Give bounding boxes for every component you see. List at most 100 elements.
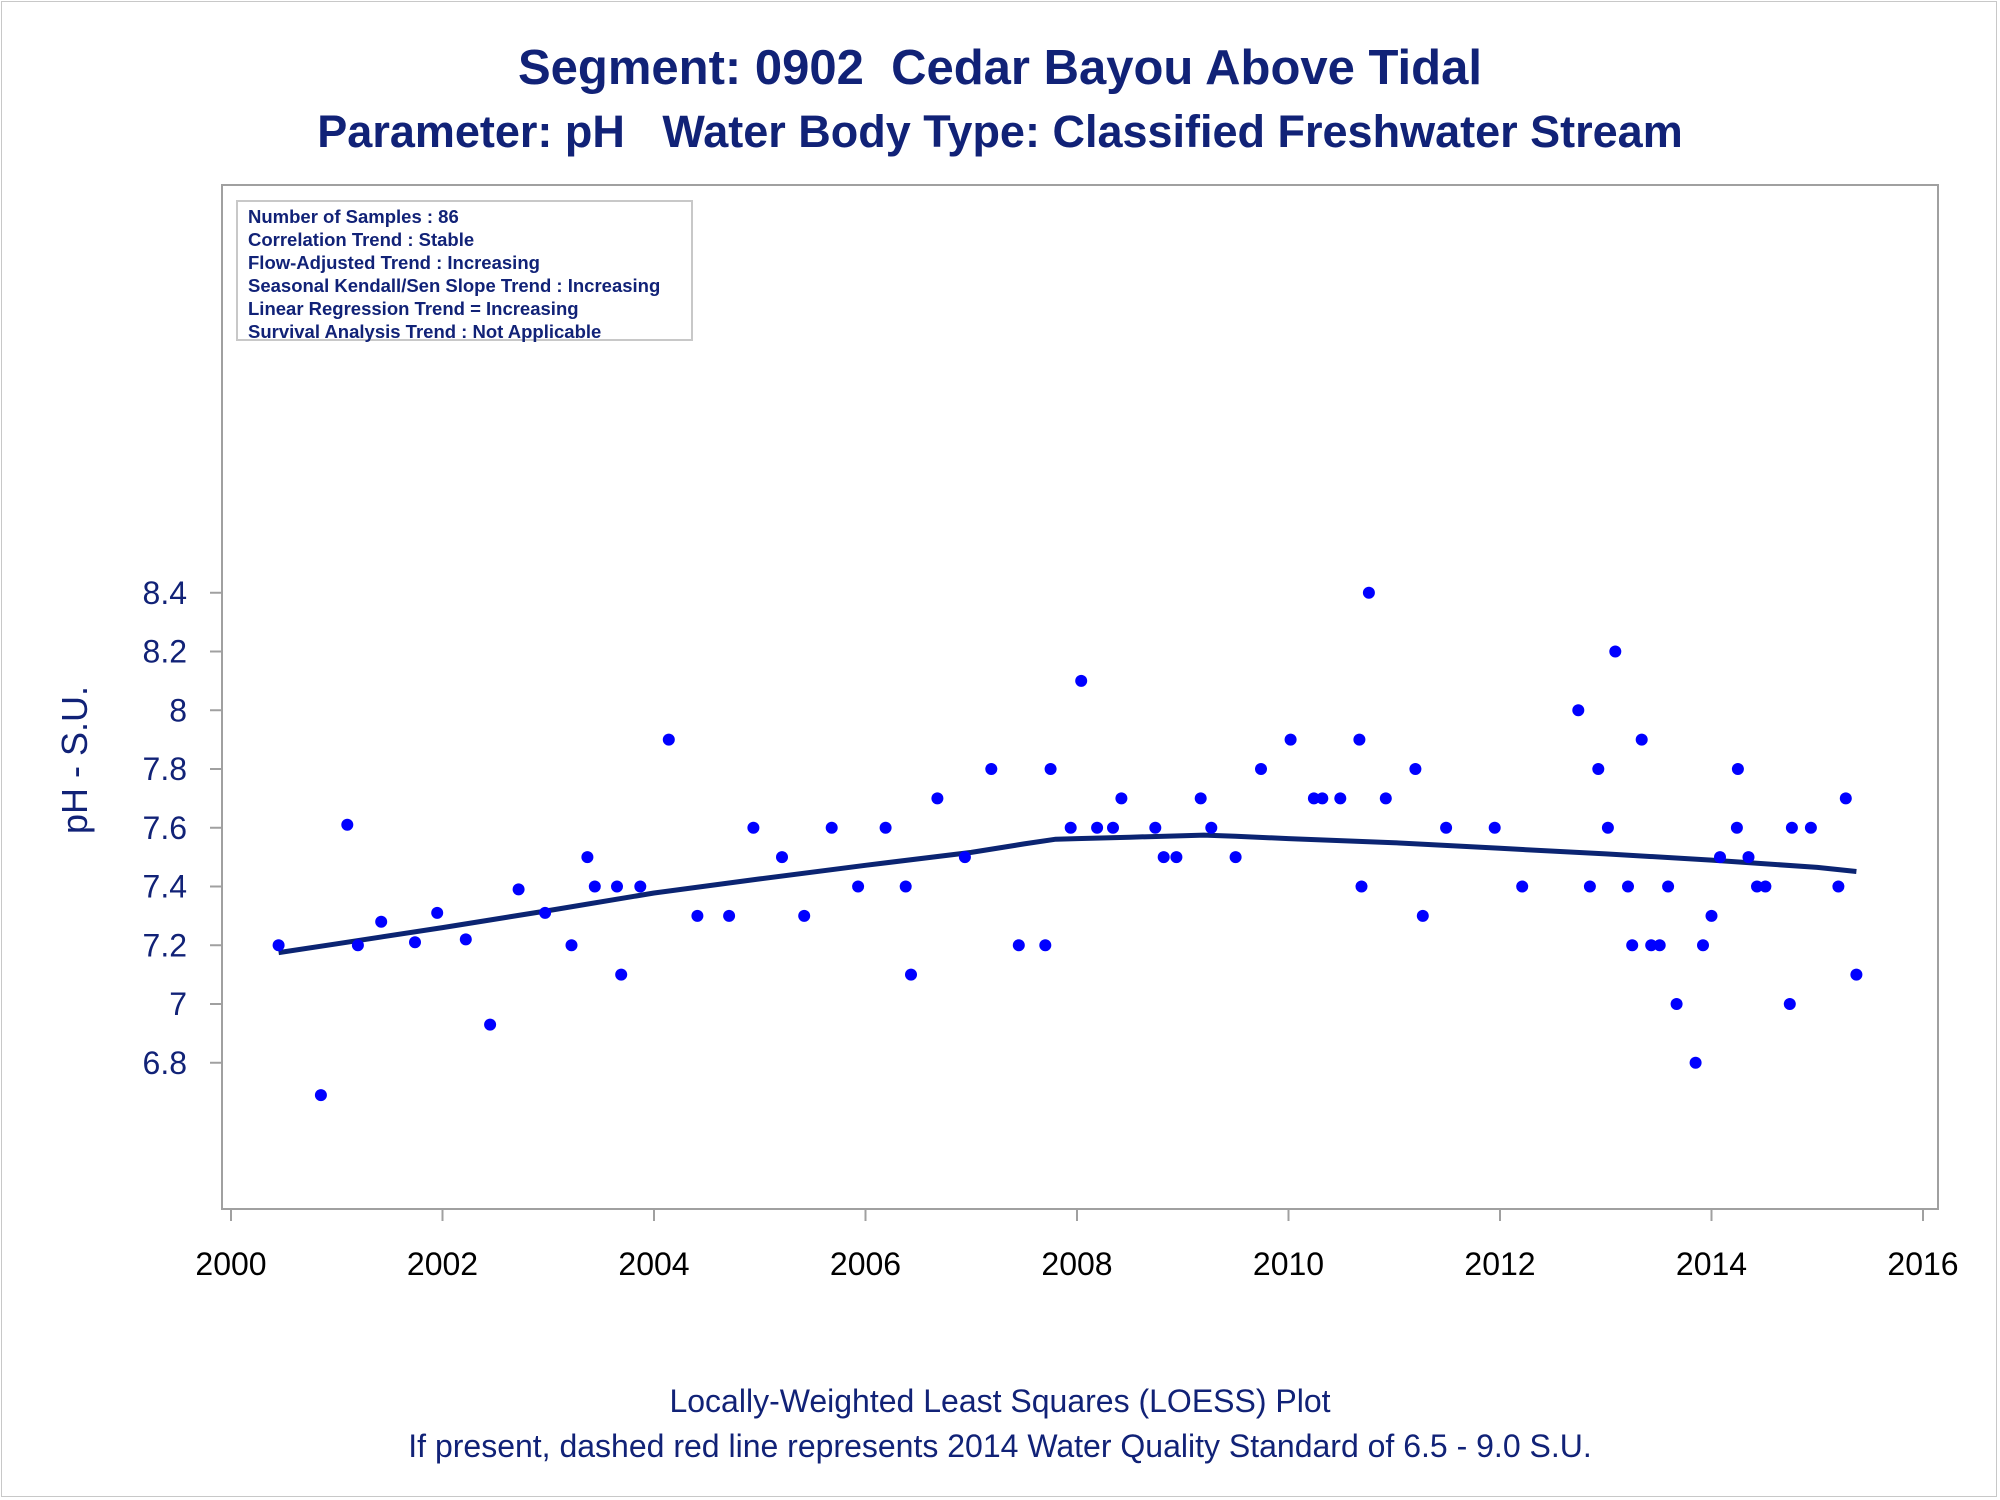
x-tick-label: 2004 [618,1246,689,1282]
data-point [1115,792,1128,805]
data-point [1714,851,1726,864]
data-point [611,880,623,893]
data-point [1440,821,1453,834]
data-point [1622,880,1634,893]
plot-area [221,184,1939,1210]
data-point [1583,880,1596,893]
data-point [1379,792,1392,805]
y-tick-label: 7.4 [143,869,187,905]
data-point [272,939,285,952]
data-point [691,909,704,922]
data-point [1091,821,1104,834]
data-point [1751,880,1763,893]
data-point [958,851,971,864]
data-point [1307,792,1320,805]
data-point [723,909,736,922]
y-tick-label: 8 [169,692,187,728]
footnote-standard: If present, dashed red line represents 2… [408,1428,1592,1464]
data-point [747,821,760,834]
data-point [341,818,354,831]
data-point [1353,733,1366,746]
data-point [1653,939,1666,952]
data-point [1832,880,1845,893]
data-point [1839,792,1852,805]
x-tick-label: 2008 [1041,1246,1112,1282]
data-point [1516,880,1529,893]
stat-sample-count: Number of Samples : 86 [248,206,459,227]
data-point [1592,763,1605,775]
data-point [1783,998,1796,1010]
x-tick-label: 2016 [1887,1246,1958,1282]
x-tick-label: 2010 [1253,1246,1324,1282]
y-tick-label: 7.8 [143,751,187,787]
y-tick-label: 7.6 [143,810,187,846]
data-point [484,1018,497,1031]
data-point [375,915,388,928]
data-point [1039,939,1052,952]
data-point [539,906,552,919]
stat-seasonal-kendall-trend: Seasonal Kendall/Sen Slope Trend : Incre… [248,275,661,296]
data-point [1334,792,1347,805]
data-point [1107,821,1119,834]
data-point [1759,880,1772,893]
data-point [512,883,525,896]
data-point [1316,792,1329,805]
y-axis: 6.8 7 7.2 7.4 7.6 7.8 8 8.2 8.4 [143,575,222,1081]
footnote-loess: Locally-Weighted Least Squares (LOESS) P… [669,1383,1331,1419]
data-point [1697,939,1709,952]
data-point [1362,586,1375,599]
data-point [1205,821,1218,834]
x-tick-label: 2014 [1676,1246,1747,1282]
data-point [581,851,594,864]
data-point [409,936,421,949]
y-tick-label: 6.8 [143,1045,187,1081]
x-tick-label: 2006 [830,1246,901,1282]
data-point [1670,998,1683,1010]
data-point [1731,763,1744,775]
stat-correlation-trend: Correlation Trend : Stable [248,229,475,250]
data-point [985,763,998,775]
data-point [1064,821,1077,834]
data-point [1255,763,1267,775]
data-point [1572,704,1585,717]
data-point [314,1089,327,1102]
data-point [852,880,865,893]
data-point [1689,1056,1702,1069]
data-point [1284,733,1297,746]
data-point [431,906,444,919]
chart-subtitle: Parameter: pH Water Body Type: Classifie… [317,106,1683,157]
data-point [798,909,811,922]
data-point [905,968,917,981]
data-point [459,933,472,946]
data-point [1850,968,1863,981]
data-point [1804,821,1817,834]
data-point [1635,733,1648,746]
data-point [1075,674,1088,687]
data-point [1194,792,1207,805]
data-point [776,851,788,864]
x-tick-label: 2002 [407,1246,478,1282]
data-point [1149,821,1162,834]
data-point [931,792,944,805]
data-point [1409,763,1422,775]
data-point [588,880,601,893]
stats-box: Number of Samples : 86 Correlation Trend… [236,200,693,342]
data-point [899,880,912,893]
data-point [615,968,628,981]
data-point [351,939,364,952]
data-point [1416,909,1429,922]
data-point [1705,909,1718,922]
stat-survival-analysis-trend: Survival Analysis Trend : Not Applicable [248,321,602,342]
data-point [1626,939,1639,952]
data-point [1488,821,1501,834]
data-point [1157,851,1170,864]
chart-title: Segment: 0902 Cedar Bayou Above Tidal [518,41,1482,95]
data-point [1645,939,1658,952]
stat-linear-regression-trend: Linear Regression Trend = Increasing [248,298,579,319]
data-point [825,821,838,834]
data-point [1601,821,1614,834]
data-point [1730,821,1743,834]
x-axis: 2000 2002 2004 2006 2008 2010 2012 2014 2016 [195,1209,1959,1282]
data-point [1662,880,1675,893]
